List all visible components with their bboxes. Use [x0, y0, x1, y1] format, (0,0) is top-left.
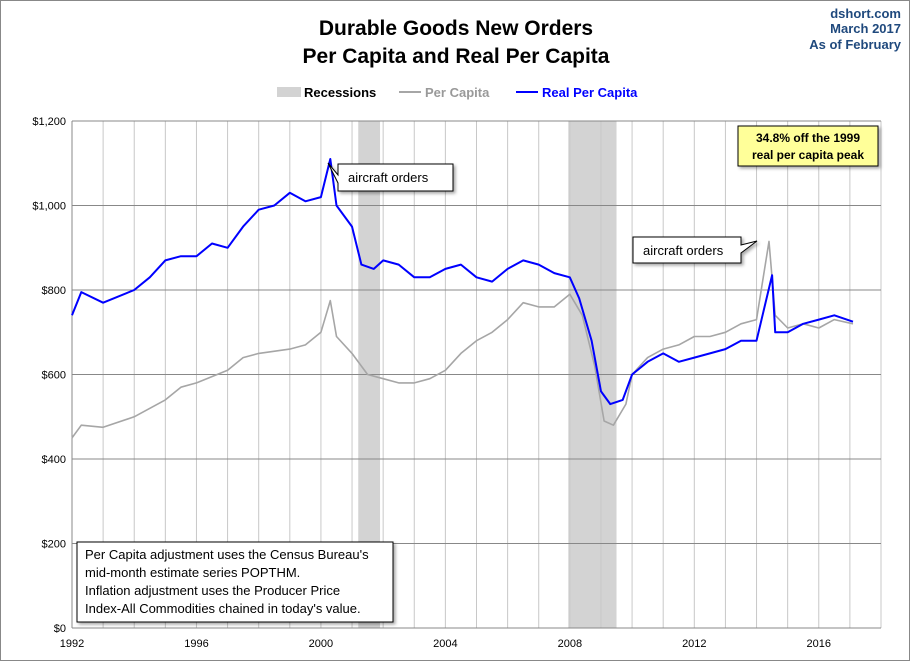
annotation-aircraft-2014-text: aircraft orders	[643, 243, 724, 258]
chart-subtitle: Per Capita and Real Per Capita	[303, 45, 610, 68]
note-line3: Inflation adjustment uses the Producer P…	[85, 583, 340, 598]
series-line-per-capita	[71, 240, 854, 439]
axes: $0 $200 $400 $600 $800 $1,000 $1,200 1992 1996 20…	[32, 116, 881, 650]
x-tick-label: 2004	[433, 638, 457, 650]
annotation-aircraft-2000	[327, 162, 454, 192]
peak-callout-line2: real per capita peak	[752, 148, 864, 162]
methodology-note-box	[76, 541, 394, 623]
legend: Recessions Per Capita Real Per Capita	[277, 85, 638, 100]
legend-label-per-capita: Per Capita	[425, 85, 490, 100]
y-tick-label: $600	[42, 370, 66, 382]
series-lines	[71, 158, 854, 439]
legend-swatch-recessions	[277, 87, 301, 97]
source-date: March 2017	[830, 21, 901, 36]
x-tick-label: 2008	[558, 638, 582, 650]
peak-callout-box	[737, 125, 879, 167]
source-asof: As of February	[809, 37, 902, 52]
annotation-aircraft-2014	[632, 236, 758, 264]
y-tick-label: $400	[42, 454, 66, 466]
note-line1: Per Capita adjustment uses the Census Bu…	[85, 547, 369, 562]
chart-title: Durable Goods New Orders	[319, 17, 593, 40]
x-tick-label: 2012	[682, 638, 706, 650]
y-tick-label: $200	[42, 539, 66, 551]
legend-label-real-per-capita: Real Per Capita	[542, 85, 638, 100]
y-tick-label: $1,000	[32, 201, 66, 213]
y-tick-label: $800	[42, 285, 66, 297]
x-tick-label: 2000	[309, 638, 333, 650]
x-tick-label: 1992	[60, 638, 84, 650]
series-line-real-per-capita	[71, 158, 854, 406]
y-tick-label: $1,200	[32, 116, 66, 128]
y-tick-label: $0	[54, 623, 66, 635]
legend-label-recessions: Recessions	[304, 85, 376, 100]
x-tick-label: 2016	[807, 638, 831, 650]
note-line4: Index-All Commodities chained in today's…	[85, 601, 361, 616]
x-tick-label: 1996	[184, 638, 208, 650]
annotation-aircraft-2000-text: aircraft orders	[348, 170, 429, 185]
source-line: dshort.com	[830, 6, 901, 21]
peak-callout-line1: 34.8% off the 1999	[756, 131, 860, 145]
note-line2: mid-month estimate series POPTHM.	[85, 565, 300, 580]
